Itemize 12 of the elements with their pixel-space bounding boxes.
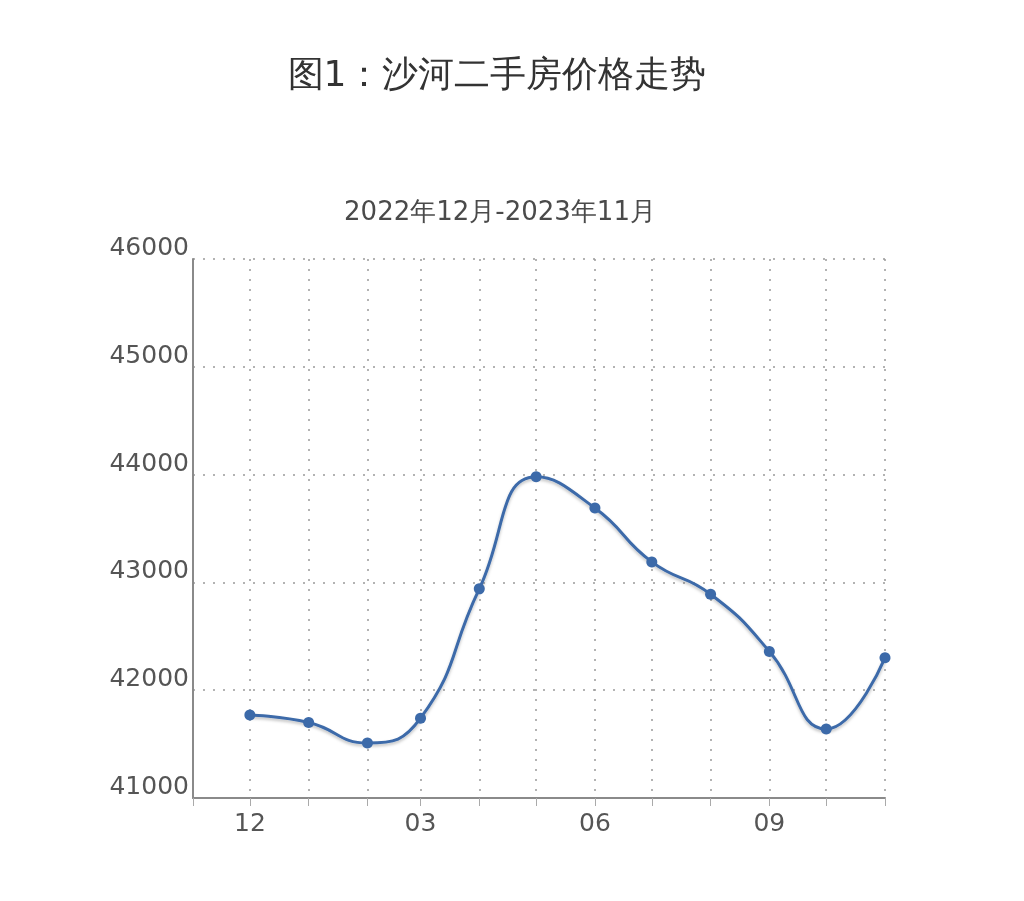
x-tick-label: 09 <box>753 808 786 837</box>
y-tick-label: 43000 <box>109 555 189 585</box>
y-tick-label: 42000 <box>109 663 189 693</box>
x-tick-label: 12 <box>233 808 266 837</box>
y-tick-label: 46000 <box>109 232 189 261</box>
chart-title: 图1：沙河二手房价格走势 <box>287 52 707 94</box>
y-tick-label: 44000 <box>109 447 189 477</box>
chart-subtitle: 2022年12月-2023年11月 <box>344 196 656 226</box>
y-tick-label: 45000 <box>109 339 189 369</box>
x-tick-label: 03 <box>404 808 437 837</box>
y-tick-label: 41000 <box>109 771 189 800</box>
x-tick-label: 06 <box>579 808 611 837</box>
